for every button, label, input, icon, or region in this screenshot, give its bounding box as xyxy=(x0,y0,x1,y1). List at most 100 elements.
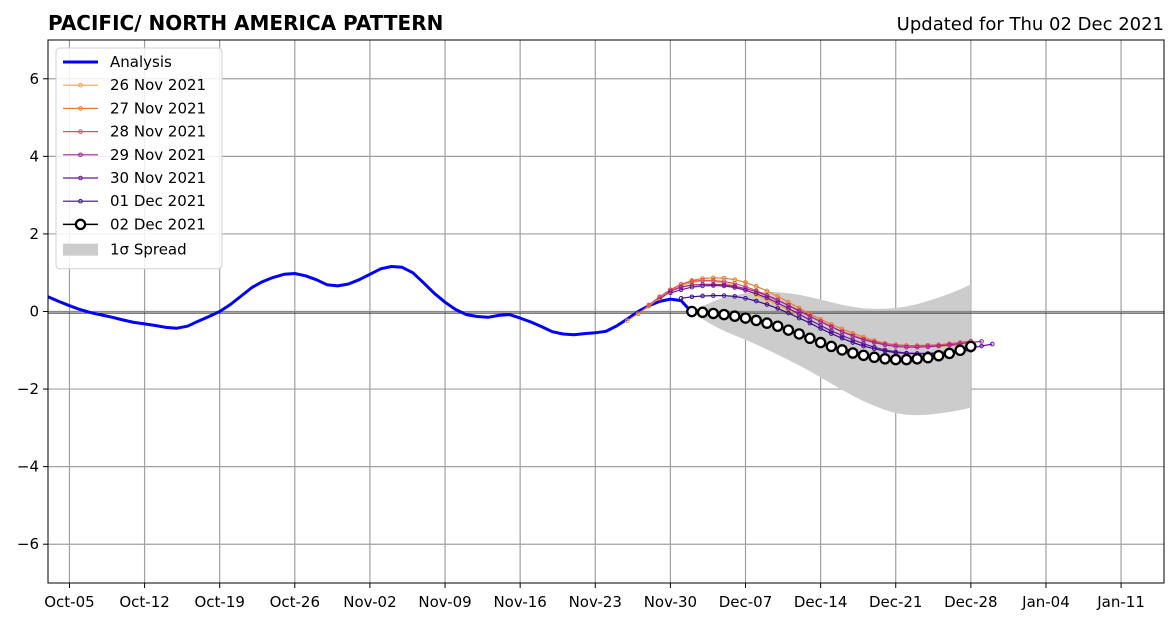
forecast-point xyxy=(668,290,673,296)
forecast-point xyxy=(836,344,848,356)
forecast-point xyxy=(635,311,641,317)
forecast-line xyxy=(681,295,971,355)
forecast-point xyxy=(979,339,984,344)
legend-marker-point xyxy=(78,175,83,181)
x-tick-label: Jan-11 xyxy=(1096,593,1145,611)
forecast-point xyxy=(678,287,684,293)
x-tick-label: Jan-04 xyxy=(1021,593,1070,611)
forecast-point xyxy=(850,337,856,343)
forecast-point xyxy=(904,344,909,350)
x-axis: Oct-05 Oct-12 Oct-19 Oct-26 Nov-02 Nov-09 Nov-… xyxy=(44,583,1145,611)
x-tick-label: Oct-05 xyxy=(44,593,94,611)
forecast-point xyxy=(678,296,684,301)
legend-marker-point xyxy=(74,218,87,231)
forecast-point xyxy=(900,353,913,366)
forecast-point xyxy=(936,343,941,349)
forecast-point xyxy=(818,326,823,331)
x-tick-label: Dec-28 xyxy=(944,593,998,611)
forecast-point xyxy=(771,320,784,332)
forecast-point xyxy=(979,343,984,349)
forecast-point xyxy=(646,302,652,308)
forecast-point xyxy=(686,305,698,318)
forecast-point xyxy=(721,293,727,298)
y-tick-label: 6 xyxy=(29,70,39,88)
x-tick-label: Nov-23 xyxy=(569,593,622,611)
forecast-point xyxy=(829,324,834,329)
forecast-point xyxy=(782,324,795,336)
y-tick-label: −6 xyxy=(17,535,39,553)
legend-label: 27 Nov 2021 xyxy=(110,99,206,117)
legend-marker-point xyxy=(78,82,83,88)
x-tick-label: Oct-19 xyxy=(194,593,244,611)
forecast-point xyxy=(839,335,845,341)
forecast-point xyxy=(911,353,923,365)
forecast-point xyxy=(732,285,738,290)
legend-label: Analysis xyxy=(110,53,172,71)
forecast-point xyxy=(829,328,834,334)
forecast-point xyxy=(711,293,716,298)
forecast-point xyxy=(764,295,770,301)
forecast-point xyxy=(793,328,805,340)
forecast-point xyxy=(739,312,752,324)
forecast-point xyxy=(925,344,931,350)
y-tick-label: 2 xyxy=(29,225,39,243)
x-tick-label: Dec-14 xyxy=(794,593,848,611)
forecast-point xyxy=(678,284,684,290)
x-tick-label: Dec-21 xyxy=(869,593,923,611)
forecast-point xyxy=(879,353,891,365)
x-tick-label: Nov-02 xyxy=(343,593,396,611)
legend: Analysis 26 Nov 2021 27 Nov 2021 28 Nov 202… xyxy=(55,47,223,270)
forecast-point xyxy=(700,293,705,299)
forecast-point xyxy=(689,284,695,290)
legend-marker-point xyxy=(78,106,83,111)
y-tick-label: −4 xyxy=(17,458,39,476)
forecast-point xyxy=(829,331,834,336)
forecast-point xyxy=(807,320,813,326)
legend-label: 1σ Spread xyxy=(110,241,187,259)
forecast-point xyxy=(700,283,705,289)
forecast-point xyxy=(839,333,845,338)
forecast-point xyxy=(625,318,630,324)
legend-marker-point xyxy=(78,129,83,134)
forecast-point xyxy=(729,310,741,322)
x-tick-label: Oct-12 xyxy=(119,593,169,611)
legend-label: 02 Dec 2021 xyxy=(110,215,206,233)
forecast-point xyxy=(965,340,977,353)
forecast-point xyxy=(753,298,759,304)
forecast-point xyxy=(761,317,773,329)
legend-marker-point xyxy=(78,152,83,158)
forecast-point xyxy=(943,347,956,360)
x-tick-label: Nov-16 xyxy=(493,593,546,611)
y-tick-label: 4 xyxy=(29,147,39,165)
chart-subtitle: Updated for Thu 02 Dec 2021 xyxy=(897,14,1164,35)
forecast-point xyxy=(721,283,727,289)
forecast-point xyxy=(775,300,780,306)
forecast-point xyxy=(882,342,888,348)
x-tick-label: Dec-07 xyxy=(719,593,773,611)
x-tick-label: Nov-30 xyxy=(644,593,697,611)
forecast-point xyxy=(743,287,748,293)
forecast-point xyxy=(753,283,759,289)
forecast-point xyxy=(711,275,716,281)
forecast-point xyxy=(847,347,859,359)
forecast-point xyxy=(732,294,738,299)
forecast-point xyxy=(711,283,716,288)
forecast-point xyxy=(743,296,748,301)
forecast-point xyxy=(839,326,845,332)
forecast-point xyxy=(893,344,899,349)
forecast-point xyxy=(857,349,870,362)
legend-label: 30 Nov 2021 xyxy=(110,169,206,187)
legend-label: 28 Nov 2021 xyxy=(110,123,206,141)
legend-label: 26 Nov 2021 xyxy=(110,76,206,94)
forecast-point xyxy=(753,291,759,296)
series xyxy=(47,265,995,366)
forecast-point xyxy=(804,332,816,345)
forecast-point xyxy=(990,341,995,347)
forecast-point xyxy=(718,308,730,321)
forecast-point xyxy=(850,340,856,345)
x-tick-label: Oct-26 xyxy=(270,593,320,611)
forecast-point xyxy=(764,302,770,307)
legend-marker-spread xyxy=(63,243,98,256)
analysis-line xyxy=(47,265,693,337)
